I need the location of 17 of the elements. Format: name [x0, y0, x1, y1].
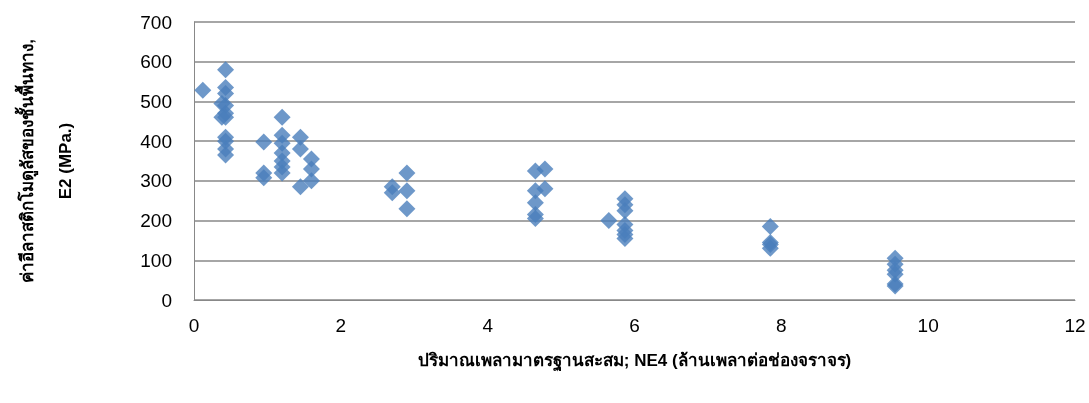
y-tick-label: 700	[140, 11, 172, 33]
x-axis-title: ปริมาณเพลามาตรฐานสะสม; NE4 (ล้านเพลาต่อช่องจราจร)	[417, 351, 852, 372]
y-tick-label: 600	[140, 51, 172, 73]
x-tick-label: 0	[188, 315, 200, 336]
y-tick-label: 100	[140, 249, 172, 271]
x-tick-label: 8	[776, 315, 787, 336]
x-tick-label: 4	[482, 315, 494, 336]
x-tick-label: 10	[917, 315, 939, 336]
x-tick-label: 12	[1064, 315, 1086, 336]
y-tick-label: 500	[140, 90, 172, 112]
y-tick-label: 0	[161, 289, 172, 311]
y-tick-label: 200	[140, 210, 172, 232]
y-tick-label: 300	[140, 170, 172, 192]
y-tick-label: 400	[140, 130, 172, 152]
x-tick-label: 6	[629, 315, 640, 336]
x-tick-label: 2	[335, 315, 347, 336]
y-axis-title: ค่าอีลาสติกโมดูลัสของชั้นพื้นทาง, E2 (MPa.)	[13, 39, 75, 283]
